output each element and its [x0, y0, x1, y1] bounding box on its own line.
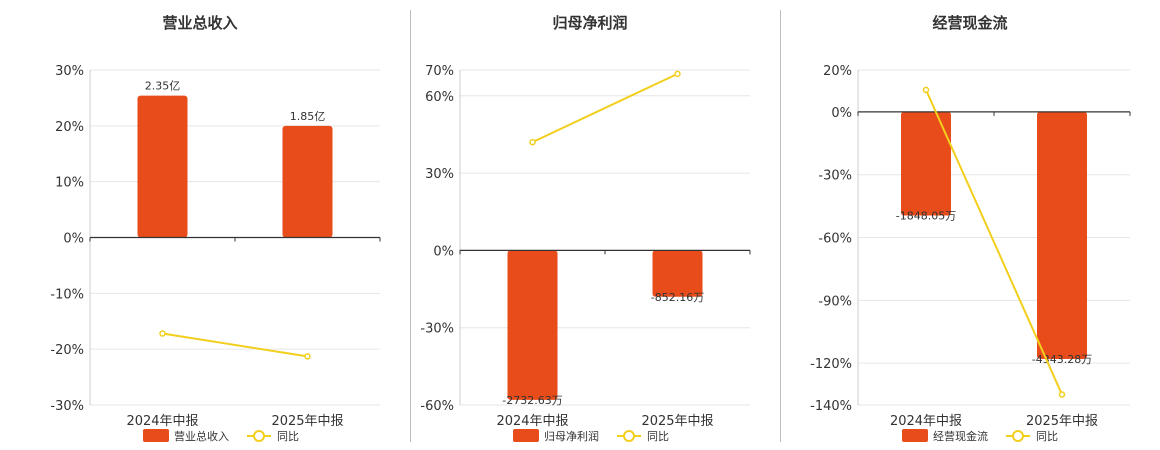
- y-tick-label: 60%: [425, 90, 454, 105]
- bar-data-label: -2732.63万: [502, 394, 562, 407]
- y-tick-label: -30%: [50, 399, 84, 414]
- x-category-label: 2025年中报: [1026, 414, 1098, 429]
- y-tick-label: 0%: [433, 244, 454, 259]
- x-category-label: 2024年中报: [126, 414, 198, 429]
- net-profit-chart-panel: 归母净利润 70% 60% 30% 0% -30% -60% -2732.63万 -852.1…: [400, 0, 780, 450]
- bar-data-label: -852.16万: [651, 291, 704, 304]
- legend-bar-label: 经营现金流: [933, 429, 988, 443]
- bar: [507, 250, 558, 400]
- operating-cashflow-chart: 20% 0% -30% -60% -90% -120% -140% -1848.05万 -434…: [810, 64, 1131, 443]
- y-tick-label: -60%: [818, 232, 852, 247]
- yoy-point: [159, 330, 166, 337]
- yoy-line: [925, 89, 1063, 395]
- bar: [137, 95, 188, 238]
- y-tick-label: 20%: [55, 120, 84, 135]
- yoy-line: [532, 72, 678, 144]
- bar-data-label: 1.85亿: [290, 110, 326, 123]
- y-tick-label: 30%: [425, 167, 454, 182]
- y-tick-label: -30%: [420, 322, 454, 337]
- y-tick-label: -20%: [50, 343, 84, 358]
- chart-title: 营业总收入: [162, 14, 238, 32]
- yoy-point: [529, 138, 536, 146]
- y-tick-label: -90%: [818, 294, 852, 309]
- legend-bar-label: 营业总收入: [174, 429, 229, 443]
- net-profit-chart: 70% 60% 30% 0% -30% -60% -2732.63万 -852.16万 2024…: [420, 64, 751, 443]
- legend-bar-swatch: [513, 429, 539, 442]
- legend-bar-swatch: [143, 429, 169, 442]
- legend-line-marker: [1012, 430, 1024, 442]
- y-tick-label: 10%: [55, 176, 84, 191]
- yoy-point: [304, 353, 311, 360]
- y-tick-label: 0%: [63, 232, 84, 247]
- legend-line-label: 同比: [277, 430, 299, 443]
- revenue-chart-panel: 营业总收入 30% 20% 10% 0% -10% -20% -30% 2.35亿 1.85亿 2…: [0, 0, 400, 450]
- y-tick-label: 20%: [823, 64, 852, 79]
- y-tick-label: -120%: [810, 357, 852, 372]
- legend-bar-swatch: [902, 429, 928, 442]
- yoy-point: [674, 70, 681, 78]
- bar: [1037, 111, 1087, 359]
- revenue-chart: 30% 20% 10% 0% -10% -20% -30% 2.35亿 1.85亿 2024年中报…: [50, 64, 381, 443]
- legend-line-marker: [253, 430, 265, 442]
- bar: [282, 125, 333, 238]
- x-category-label: 2025年中报: [271, 414, 343, 429]
- y-tick-label: 30%: [55, 64, 84, 79]
- bar: [901, 111, 951, 216]
- yoy-point: [922, 86, 930, 94]
- y-tick-label: -140%: [810, 399, 852, 414]
- panel-divider: [780, 10, 781, 442]
- legend-line-label: 同比: [647, 430, 669, 443]
- y-tick-label: -10%: [50, 287, 84, 302]
- y-tick-label: 0%: [831, 106, 852, 121]
- y-tick-label: -30%: [818, 169, 852, 184]
- x-category-label: 2024年中报: [496, 414, 568, 429]
- y-tick-label: -60%: [420, 399, 454, 414]
- legend-line-label: 同比: [1036, 430, 1058, 443]
- bar-data-label: -1848.05万: [896, 210, 956, 223]
- bar: [652, 250, 703, 297]
- bar-data-label: 2.35亿: [145, 80, 181, 93]
- chart-title: 归母净利润: [552, 14, 628, 32]
- operating-cashflow-chart-panel: 经营现金流 20% 0% -30% -60% -90% -120% -140% -1848.0…: [780, 0, 1160, 450]
- yoy-line: [162, 332, 308, 358]
- y-tick-label: 70%: [425, 64, 454, 79]
- yoy-point: [1058, 391, 1066, 398]
- legend-line-marker: [623, 430, 635, 442]
- panel-divider: [410, 10, 411, 442]
- bar-data-label: -4343.28万: [1032, 353, 1092, 366]
- x-category-label: 2025年中报: [641, 414, 713, 429]
- legend-bar-label: 归母净利润: [544, 429, 599, 443]
- chart-title: 经营现金流: [932, 14, 1008, 32]
- x-category-label: 2024年中报: [890, 414, 962, 429]
